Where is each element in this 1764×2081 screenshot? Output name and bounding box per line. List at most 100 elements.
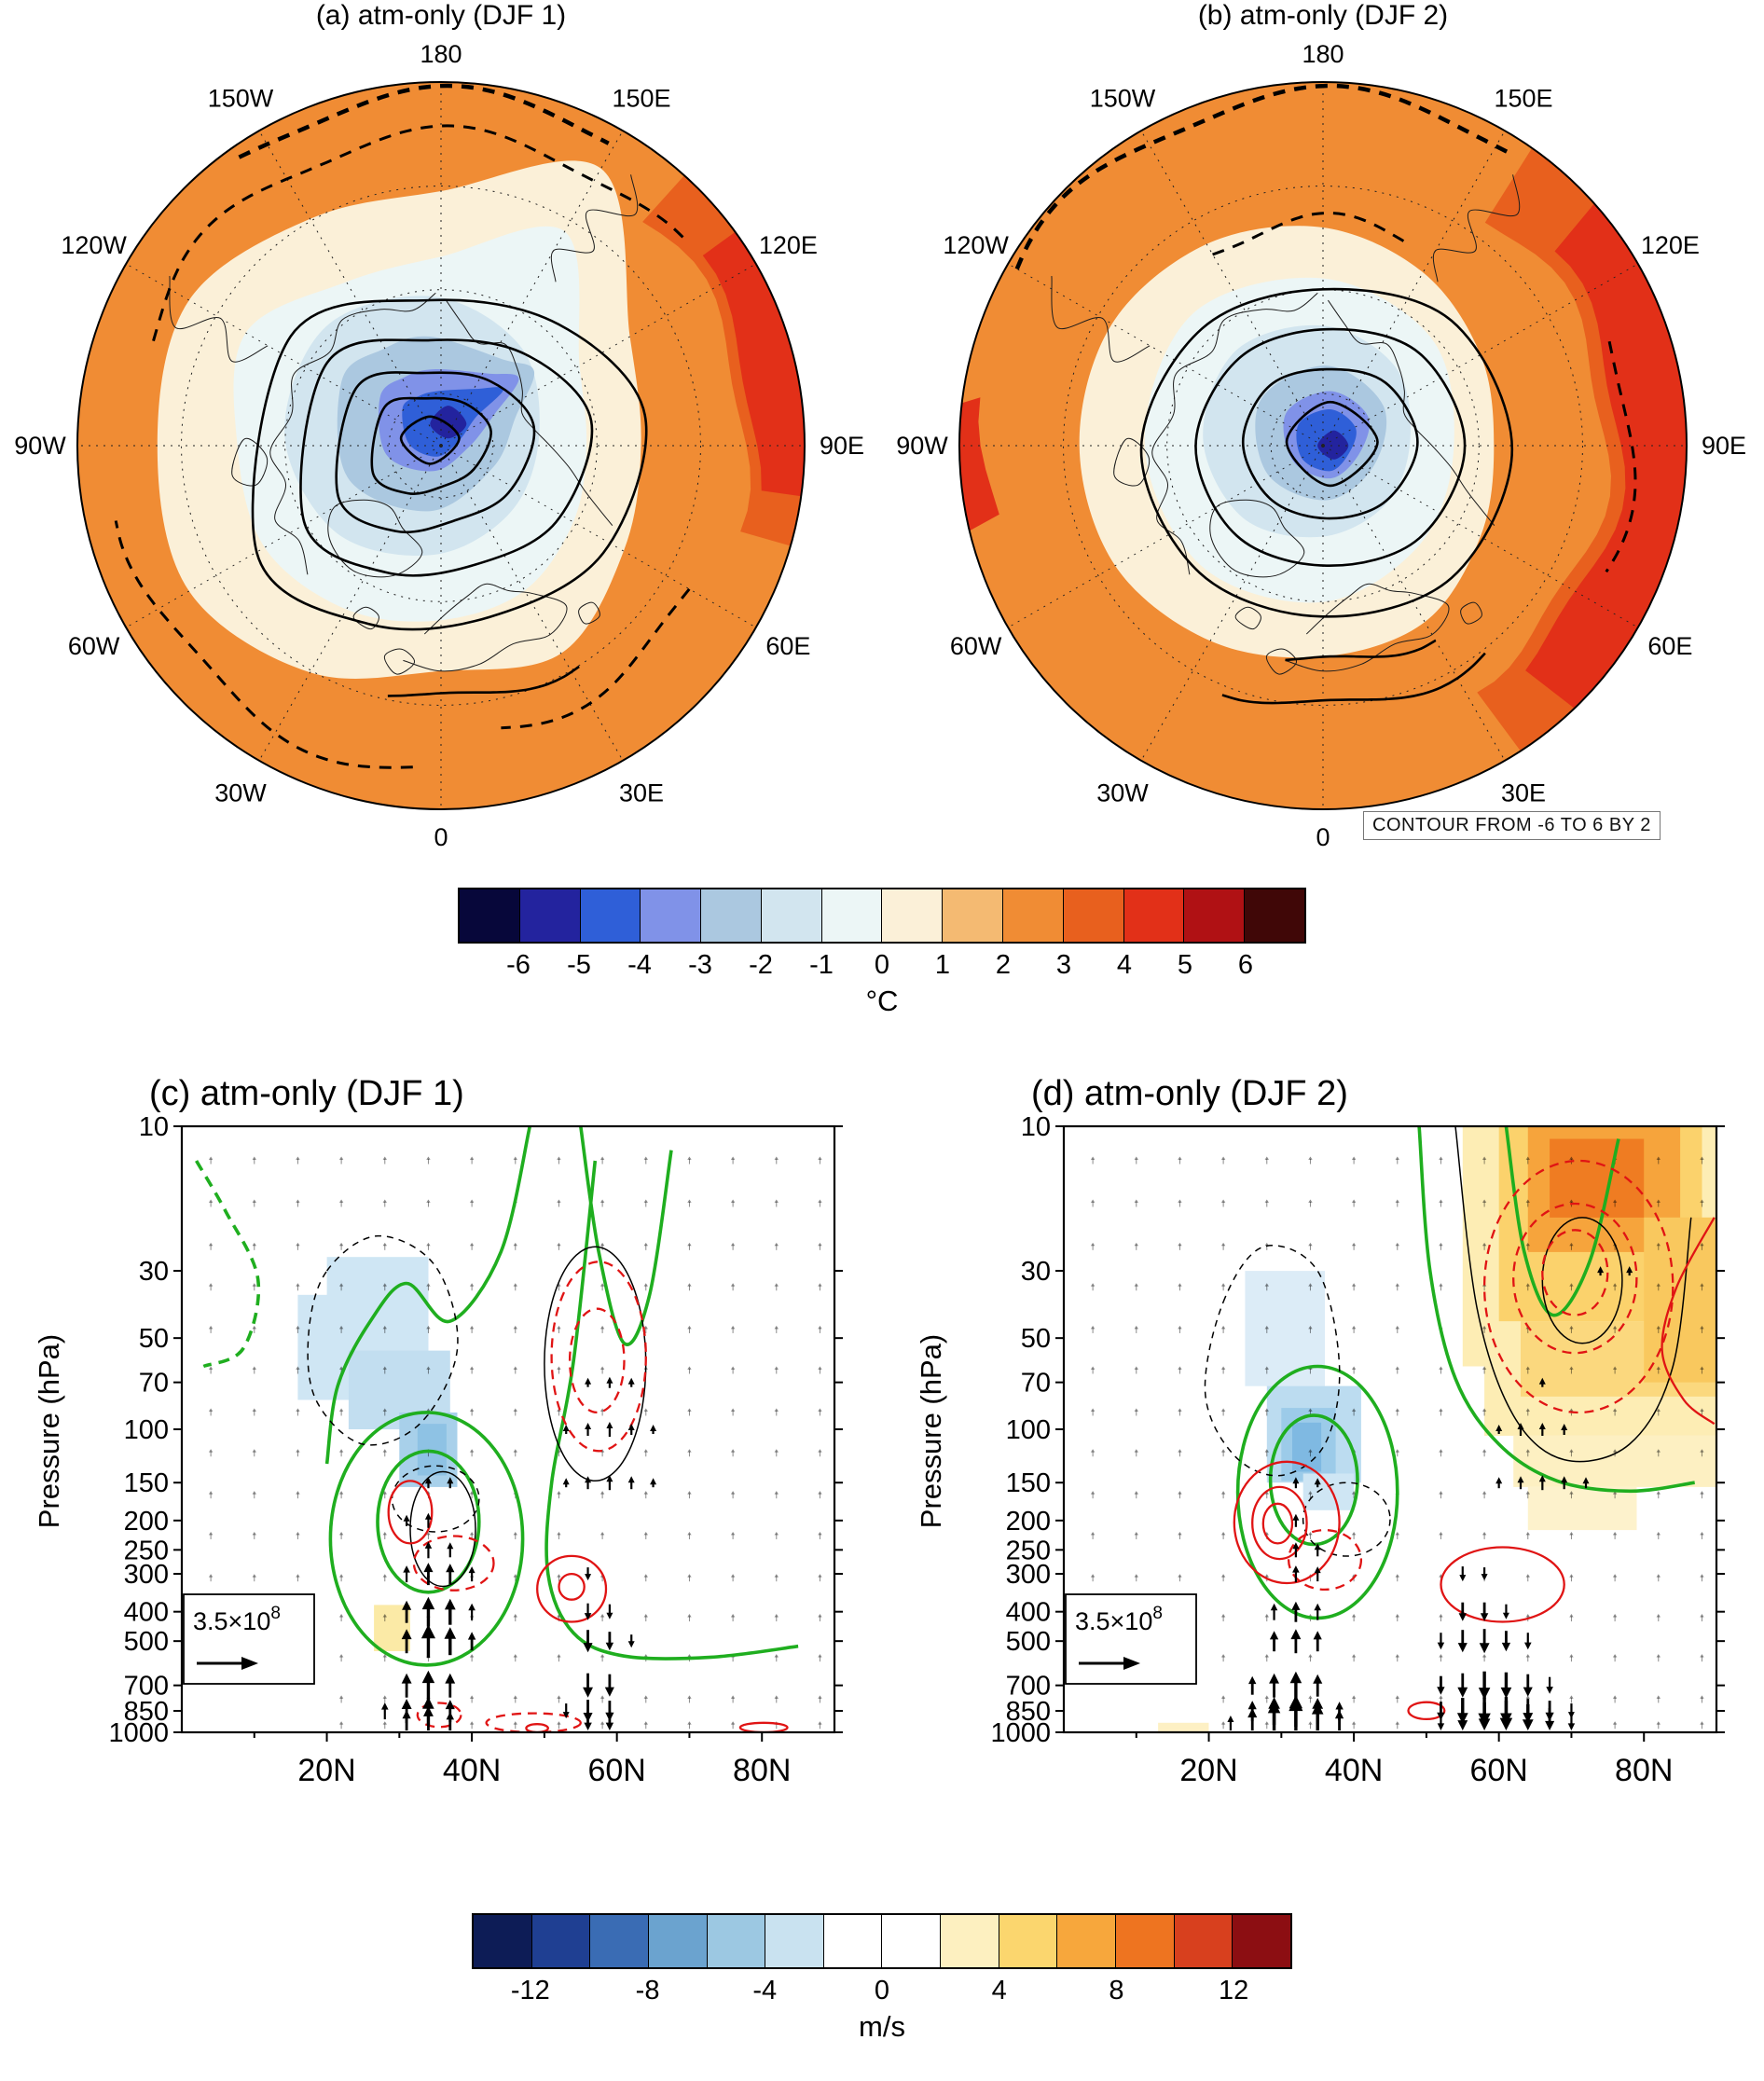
micro-arrow-head <box>1700 1199 1704 1203</box>
micro-arrow-head <box>1612 1695 1618 1699</box>
micro-arrow-head <box>1178 1283 1182 1287</box>
ref-vector-label: 3.5×108 <box>1075 1604 1163 1635</box>
vector-arrow-head <box>1495 1425 1503 1431</box>
micro-arrow-head <box>208 1449 214 1453</box>
vector-arrow-head <box>585 1476 592 1483</box>
vector-arrow-head <box>1561 1476 1568 1483</box>
micro-arrow-head <box>338 1408 344 1412</box>
micro-arrow-head <box>1700 1242 1704 1247</box>
micro-arrow-head <box>426 1366 431 1370</box>
colorbar-cell <box>1173 1915 1233 1967</box>
micro-arrow-head <box>599 1242 605 1247</box>
micro-arrow-head <box>643 1242 648 1247</box>
micro-arrow-head <box>1700 1531 1704 1536</box>
pressure-tick-label: 100 <box>124 1415 169 1445</box>
vector-arrow-head <box>562 1712 570 1719</box>
micro-arrow-head <box>687 1408 692 1412</box>
contour-line-dashed <box>114 520 413 769</box>
vector-arrow-head <box>1522 1719 1534 1730</box>
latitude-tick-label: 60N <box>587 1753 645 1788</box>
micro-arrow-head <box>1481 1408 1487 1412</box>
micro-arrow-head <box>1569 1156 1574 1160</box>
micro-arrow-head <box>1178 1408 1182 1412</box>
micro-arrow-head <box>252 1283 256 1287</box>
micro-arrow-head <box>1569 1408 1574 1412</box>
micro-arrow-head <box>1178 1199 1182 1203</box>
vector-arrow-head <box>1289 1695 1302 1709</box>
micro-arrow-head <box>730 1695 736 1699</box>
contour-green <box>1504 1126 1620 1317</box>
vector-arrow-head <box>1538 1423 1546 1429</box>
micro-arrow-head <box>1700 1574 1704 1578</box>
meridian-label: 30E <box>619 779 664 806</box>
contour-red <box>1407 1701 1446 1721</box>
panel-c-title: (c) atm-only (DJF 1) <box>149 1074 464 1113</box>
contour-green <box>1417 1126 1695 1494</box>
micro-arrow-head <box>1569 1654 1574 1658</box>
micro-arrow-head <box>1351 1408 1357 1412</box>
vector-arrow-head <box>1457 1720 1468 1730</box>
meridian-label: 90W <box>14 432 66 460</box>
panel-a-title: (a) atm-only (DJF 1) <box>315 0 567 31</box>
ref-vector-box <box>1065 1593 1197 1685</box>
coastline <box>578 601 600 625</box>
colorbar-cell <box>881 889 943 942</box>
vector-arrow-head <box>402 1600 412 1610</box>
wind-colorbar-unit: m/s <box>859 2010 905 2043</box>
vector-arrow-head <box>1314 1603 1321 1611</box>
micro-arrow-head <box>643 1695 648 1699</box>
micro-arrow-head <box>1700 1614 1704 1618</box>
micro-arrow-head <box>252 1156 256 1160</box>
micro-arrow-head <box>252 1491 256 1495</box>
micro-arrow-head <box>1395 1366 1399 1370</box>
micro-arrow-head <box>730 1366 736 1370</box>
vector-arrow-head <box>605 1642 614 1651</box>
micro-arrow-head <box>513 1574 517 1578</box>
micro-arrow-head <box>513 1242 517 1247</box>
micro-arrow-head <box>469 1721 475 1725</box>
vector-arrow-head <box>422 1697 434 1709</box>
graticule-meridian <box>1140 445 1324 761</box>
micro-arrow-head <box>599 1491 605 1495</box>
graticule-circle <box>181 186 701 706</box>
micro-arrow-head <box>1090 1325 1096 1330</box>
vector-arrow-head <box>1626 1266 1633 1274</box>
micro-arrow-head <box>338 1242 344 1247</box>
meridian-label: 90E <box>820 432 864 460</box>
panel-d-title: (d) atm-only (DJF 2) <box>1031 1074 1348 1113</box>
colorbar-cell <box>474 1915 531 1967</box>
colorbar-tick-label: -1 <box>809 950 834 980</box>
micro-arrow-head <box>1569 1199 1574 1203</box>
pressure-tick-label: 70 <box>139 1369 169 1399</box>
contour-note: CONTOUR FROM -6 TO 6 BY 2 <box>1363 811 1661 840</box>
map-panel-b: 180 150E 120E 90E 60E 30E 0 30W 60W 90W 120W 150W <box>896 40 1746 851</box>
coastline <box>352 606 379 630</box>
meridian-label: 30W <box>214 779 267 806</box>
micro-arrow-head <box>774 1491 779 1495</box>
micro-arrow-head <box>687 1614 692 1618</box>
micro-arrow-head <box>426 1199 431 1203</box>
pressure-tick-label: 300 <box>1006 1560 1051 1590</box>
vector-arrow-head <box>1495 1477 1503 1484</box>
micro-arrow-head <box>252 1199 256 1203</box>
coastline <box>1285 583 1450 672</box>
meridian-label: 150W <box>1090 85 1156 113</box>
graticule-meridian <box>440 131 624 447</box>
micro-arrow-head <box>1612 1491 1618 1495</box>
contour-green <box>376 1449 481 1594</box>
micro-arrow-head <box>252 1408 256 1412</box>
vector-arrow-head <box>424 1541 433 1549</box>
micro-arrow-head <box>338 1531 344 1536</box>
colorbar-cell <box>647 1915 707 1967</box>
vector-arrow-head <box>1314 1478 1321 1485</box>
pressure-tick-label: 1000 <box>990 1718 1051 1748</box>
micro-arrow-head <box>818 1695 822 1699</box>
micro-arrow-head <box>1220 1283 1226 1287</box>
micro-arrow-head <box>557 1695 561 1699</box>
micro-arrow-head <box>1656 1574 1661 1578</box>
pressure-tick-label: 850 <box>1006 1697 1051 1727</box>
meridian-label: 90W <box>896 432 948 460</box>
micro-arrow-head <box>1178 1366 1182 1370</box>
pressure-tick-label: 200 <box>1006 1507 1051 1537</box>
vector-arrow-head <box>1567 1723 1576 1730</box>
